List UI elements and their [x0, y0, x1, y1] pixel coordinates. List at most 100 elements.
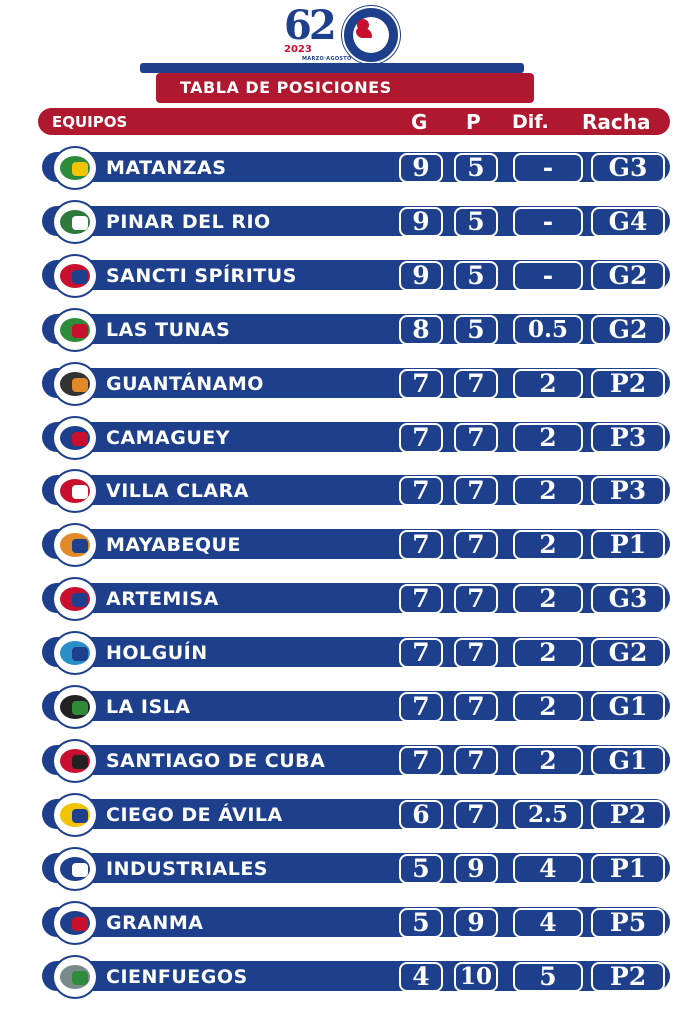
losses-cell: 5 — [454, 315, 498, 345]
column-header-teams: EQUIPOS — [52, 113, 128, 131]
table-row: LA ISLA 7 7 2 G1 — [38, 685, 670, 729]
games-behind-cell: 2 — [513, 746, 583, 776]
table-row: PINAR DEL RIO 9 5- G4 — [38, 200, 670, 244]
wins-cell: 4 — [399, 962, 443, 992]
streak-cell: P3 — [591, 423, 665, 453]
games-behind-cell: 4 — [513, 854, 583, 884]
wins-cell: 5 — [399, 908, 443, 938]
title-banner-accent — [140, 63, 524, 73]
streak-cell: G1 — [591, 746, 665, 776]
team-name: HOLGUÍN — [106, 642, 208, 664]
losses-cell: 7 — [454, 746, 498, 776]
losses-cell: 7 — [454, 692, 498, 722]
tiger-emblem-icon — [52, 793, 98, 837]
vc-emblem-icon — [52, 469, 98, 513]
table-row: GRANMA 5 9 4 P5 — [38, 901, 670, 945]
wins-cell: 7 — [399, 530, 443, 560]
team-name: LAS TUNAS — [106, 319, 231, 341]
pr-emblem-icon — [52, 200, 98, 244]
a-emblem-icon — [52, 577, 98, 621]
games-behind-cell: 0.5 — [513, 315, 583, 345]
emblem-shape-secondary — [72, 971, 88, 985]
losses-cell: 7 — [454, 800, 498, 830]
wins-cell: 7 — [399, 369, 443, 399]
table-row: CIEGO DE ÁVILA 6 7 2.5 P2 — [38, 793, 670, 837]
streak-cell: P2 — [591, 962, 665, 992]
streak-cell: P2 — [591, 800, 665, 830]
games-behind-cell: 2 — [513, 476, 583, 506]
wins-cell: 6 — [399, 800, 443, 830]
table-row: ARTEMISA 7 7 2 G3 — [38, 577, 670, 621]
games-behind-cell: 2 — [513, 369, 583, 399]
league-seal-icon — [342, 6, 400, 64]
emblem-shape-secondary — [72, 539, 88, 553]
emblem-shape-secondary — [72, 809, 88, 823]
streak-cell: G2 — [591, 315, 665, 345]
games-behind-cell: 2 — [513, 530, 583, 560]
team-name: LA ISLA — [106, 696, 191, 718]
wins-cell: 9 — [399, 261, 443, 291]
team-name: VILLA CLARA — [106, 480, 249, 502]
wins-cell: 7 — [399, 638, 443, 668]
column-header-g: G — [411, 110, 428, 134]
emblem-shape-secondary — [72, 863, 88, 877]
emblem-shape-secondary — [72, 270, 88, 284]
emblem-shape-secondary — [72, 216, 88, 230]
streak-cell: G2 — [591, 261, 665, 291]
streak-cell: G4 — [591, 207, 665, 237]
team-name: SANTIAGO DE CUBA — [106, 750, 326, 772]
wins-cell: 7 — [399, 746, 443, 776]
table-row: LAS TUNAS 8 5 0.5 G2 — [38, 308, 670, 352]
streak-cell: G3 — [591, 584, 665, 614]
streak-cell: G3 — [591, 153, 665, 183]
games-behind-cell: 2 — [513, 423, 583, 453]
losses-cell: 7 — [454, 530, 498, 560]
team-name: CAMAGUEY — [106, 427, 231, 449]
losses-cell: 5 — [454, 207, 498, 237]
table-row: SANCTI SPÍRITUS 9 5- G2 — [38, 254, 670, 298]
c-emblem-icon — [52, 416, 98, 460]
team-name: MATANZAS — [106, 157, 227, 179]
column-header-dif: Dif. — [512, 111, 549, 133]
table-row: HOLGUÍN 7 7 2 G2 — [38, 631, 670, 675]
logo-number: 62 — [284, 2, 337, 49]
losses-cell: 7 — [454, 476, 498, 506]
table-row: CAMAGUEY 7 7 2 P3 — [38, 416, 670, 460]
title-banner: TABLA DE POSICIONES — [156, 73, 534, 103]
table-header-bar — [38, 108, 670, 135]
column-header-racha: Racha — [582, 110, 651, 134]
streak-cell: P5 — [591, 908, 665, 938]
elephant-emblem-icon — [52, 955, 98, 999]
wins-cell: 7 — [399, 423, 443, 453]
team-name: SANCTI SPÍRITUS — [106, 265, 297, 287]
team-name: MAYABEQUE — [106, 534, 241, 556]
losses-cell: 10 — [454, 962, 498, 992]
games-behind-cell: - — [513, 207, 583, 237]
ball-emblem-icon — [52, 308, 98, 352]
emblem-shape-secondary — [72, 755, 88, 769]
games-behind-cell: 2 — [513, 692, 583, 722]
table-row: GUANTÁNAMO 7 7 2 P2 — [38, 362, 670, 406]
emblem-shape-secondary — [72, 593, 88, 607]
pirate-emblem-icon — [52, 685, 98, 729]
s-emblem-icon — [52, 739, 98, 783]
losses-cell: 5 — [454, 261, 498, 291]
losses-cell: 7 — [454, 638, 498, 668]
wins-cell: 7 — [399, 692, 443, 722]
losses-cell: 7 — [454, 584, 498, 614]
games-behind-cell: 2 — [513, 584, 583, 614]
team-name: PINAR DEL RIO — [106, 211, 271, 233]
i-emblem-icon — [52, 847, 98, 891]
wins-cell: 5 — [399, 854, 443, 884]
table-row: CIENFUEGOS 4 10 5 P2 — [38, 955, 670, 999]
games-behind-cell: - — [513, 153, 583, 183]
team-name: INDUSTRIALES — [106, 858, 268, 880]
wins-cell: 9 — [399, 153, 443, 183]
streak-cell: P3 — [591, 476, 665, 506]
table-row: VILLA CLARA 7 7 2 P3 — [38, 469, 670, 513]
team-name: GRANMA — [106, 912, 204, 934]
streak-cell: P1 — [591, 854, 665, 884]
losses-cell: 9 — [454, 908, 498, 938]
streak-cell: G2 — [591, 638, 665, 668]
emblem-shape-secondary — [72, 647, 88, 661]
